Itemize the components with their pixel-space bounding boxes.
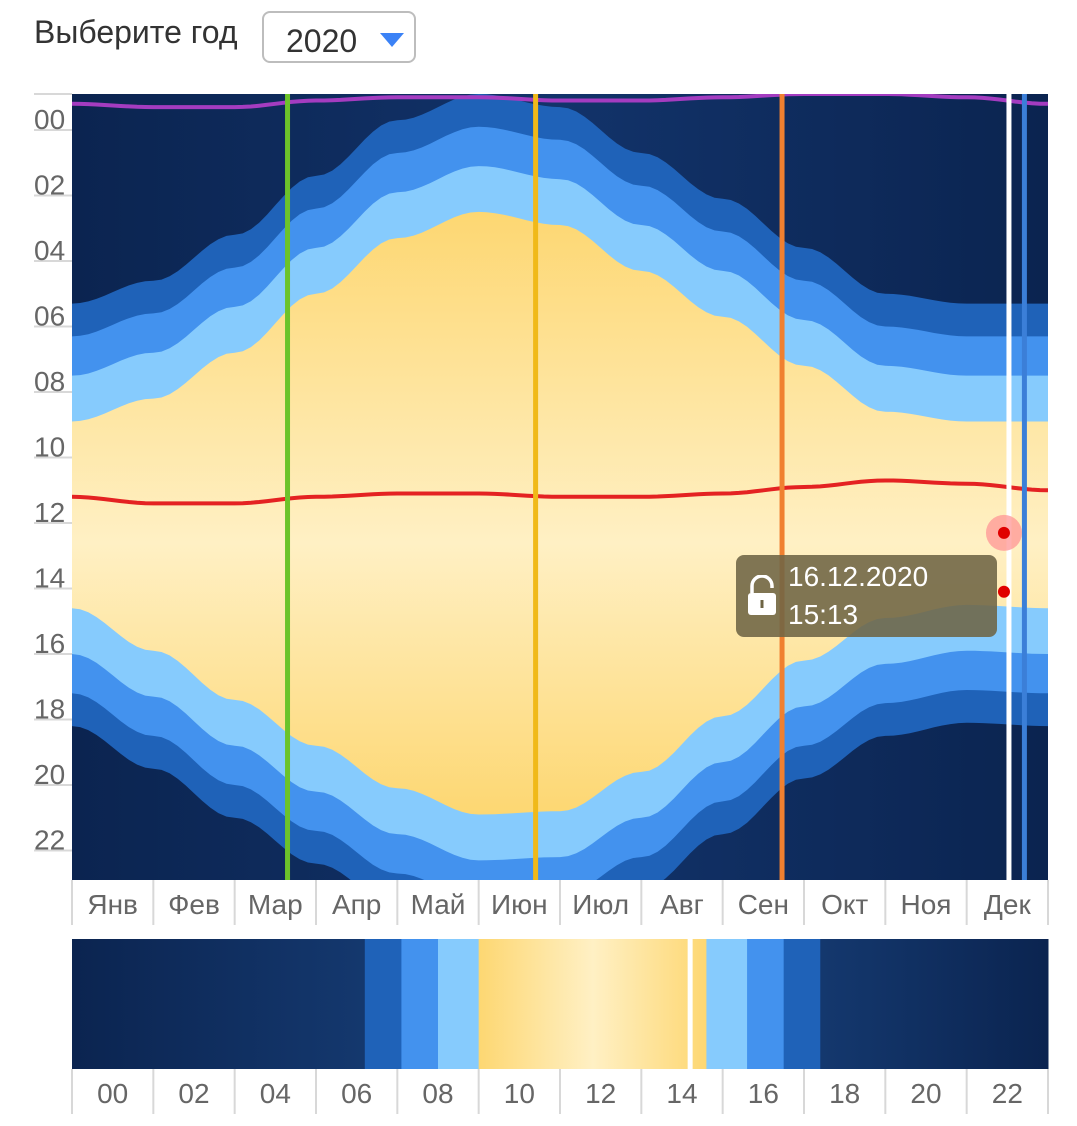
selected-point-1 <box>997 526 1010 539</box>
x-tick-label: Авг <box>660 889 704 920</box>
x-tick-label: Май <box>411 889 466 920</box>
day-strip-axis: 00 02 04 06 08 10 12 14 16 18 20 22 <box>71 1069 1049 1114</box>
y-tick-label: 04 <box>34 235 65 266</box>
strip-segment-night <box>820 939 1049 1069</box>
strip-segment-night <box>72 939 366 1069</box>
y-tick-label: 14 <box>34 563 65 594</box>
strip-tick-label: 12 <box>585 1078 616 1109</box>
x-tick-label: Апр <box>332 889 381 920</box>
year-label: Выберите год <box>34 14 238 50</box>
x-tick-label: Сен <box>738 889 789 920</box>
y-tick-label: 06 <box>34 301 65 332</box>
x-tick-label: Окт <box>821 889 868 920</box>
strip-tick-label: 16 <box>748 1078 779 1109</box>
strip-tick-label: 08 <box>422 1078 453 1109</box>
strip-tick-label: 14 <box>666 1078 697 1109</box>
daylight-band <box>72 211 1048 815</box>
heatmap-plot[interactable] <box>72 94 1048 913</box>
midnight-curve-line <box>72 94 1048 110</box>
y-tick-label: 10 <box>34 432 65 463</box>
x-tick-label: Дек <box>984 889 1032 920</box>
x-tick-label: Мар <box>248 889 303 920</box>
y-tick-label: 16 <box>34 628 65 659</box>
y-tick-label: 22 <box>34 825 65 856</box>
x-tick-label: Фев <box>168 889 220 920</box>
strip-segment-astronomical-twilight <box>364 939 402 1069</box>
strip-tick-label: 04 <box>260 1078 291 1109</box>
year-dropdown-value: 2020 <box>286 23 358 59</box>
year-dropdown[interactable]: 2020 <box>262 11 416 63</box>
selected-point-2 <box>997 585 1010 598</box>
y-tick-label: 00 <box>34 104 65 135</box>
date-tooltip[interactable]: 16.12.2020 15:13 <box>736 555 997 637</box>
y-axis: 00 02 04 06 08 10 12 14 16 18 20 22 <box>34 93 72 856</box>
strip-segment-civil-twilight <box>706 939 748 1069</box>
unlocked-padlock-icon[interactable] <box>746 575 778 617</box>
tooltip-date: 16.12.2020 <box>788 561 929 592</box>
x-tick-label: Ноя <box>901 889 952 920</box>
y-tick-label: 12 <box>34 497 65 528</box>
day-strip[interactable] <box>72 939 1049 1069</box>
strip-tick-label: 00 <box>97 1078 128 1109</box>
y-tick-label: 02 <box>34 170 65 201</box>
strip-segment-astronomical-twilight <box>783 939 821 1069</box>
tooltip-time: 15:13 <box>788 599 859 630</box>
strip-tick-label: 02 <box>178 1078 209 1109</box>
x-tick-label: Янв <box>87 889 138 920</box>
strip-segment-civil-twilight <box>438 939 480 1069</box>
strip-tick-label: 18 <box>829 1078 860 1109</box>
strip-segment-day <box>478 939 707 1069</box>
strip-tick-label: 10 <box>504 1078 535 1109</box>
x-tick-label: Июл <box>572 889 629 920</box>
strip-segment-nautical-twilight <box>747 939 785 1069</box>
strip-tick-label: 22 <box>992 1078 1023 1109</box>
y-tick-label: 18 <box>34 694 65 725</box>
strip-tick-label: 06 <box>341 1078 372 1109</box>
triangle-down-icon <box>380 33 404 47</box>
y-tick-label: 08 <box>34 366 65 397</box>
strip-segment-nautical-twilight <box>401 939 439 1069</box>
strip-tick-label: 20 <box>910 1078 941 1109</box>
y-tick-label: 20 <box>34 759 65 790</box>
x-axis: Янв Фев Мар Апр Май Июн Июл Авг Сен Окт Ноя Дек <box>71 880 1049 925</box>
noon-curve-line <box>72 478 1048 506</box>
x-tick-label: Июн <box>491 889 548 920</box>
